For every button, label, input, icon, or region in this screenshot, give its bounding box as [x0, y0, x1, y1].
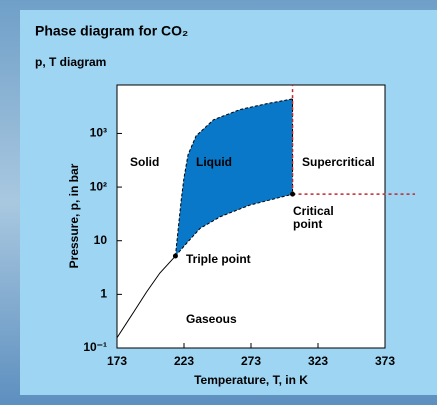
- y-tick-label: 1: [100, 287, 107, 301]
- phase-boundary: [174, 98, 293, 257]
- point: [172, 253, 178, 259]
- x-axis-label: Temperature, T, in K: [194, 373, 308, 387]
- annotation: Liquid: [196, 155, 232, 169]
- liquid-region: [175, 98, 293, 257]
- x-tick-label: 373: [375, 354, 395, 368]
- x-tick-label: 173: [107, 354, 127, 368]
- x-tick-label: 323: [308, 354, 328, 368]
- y-tick-label: 10³: [90, 126, 107, 140]
- phase-boundary: [175, 193, 293, 257]
- point: [290, 191, 296, 197]
- y-tick-label: 10²: [90, 179, 107, 193]
- y-tick-label: 10: [94, 233, 108, 247]
- annotation: Critical: [293, 204, 334, 218]
- annotation: point: [293, 217, 322, 231]
- y-axis-label: Pressure, p, in bar: [67, 163, 81, 268]
- x-tick-label: 273: [241, 354, 261, 368]
- annotation: Triple point: [186, 252, 251, 266]
- annotation: Gaseous: [186, 312, 237, 326]
- y-tick-label: 10⁻¹: [83, 340, 107, 354]
- annotation: Solid: [130, 155, 159, 169]
- phase-boundary: [116, 255, 176, 339]
- x-tick-label: 223: [174, 354, 194, 368]
- chart-subtitle: p, T diagram: [35, 55, 106, 69]
- chart-title: Phase diagram for CO₂: [35, 23, 188, 39]
- annotation: Supercritical: [302, 155, 375, 169]
